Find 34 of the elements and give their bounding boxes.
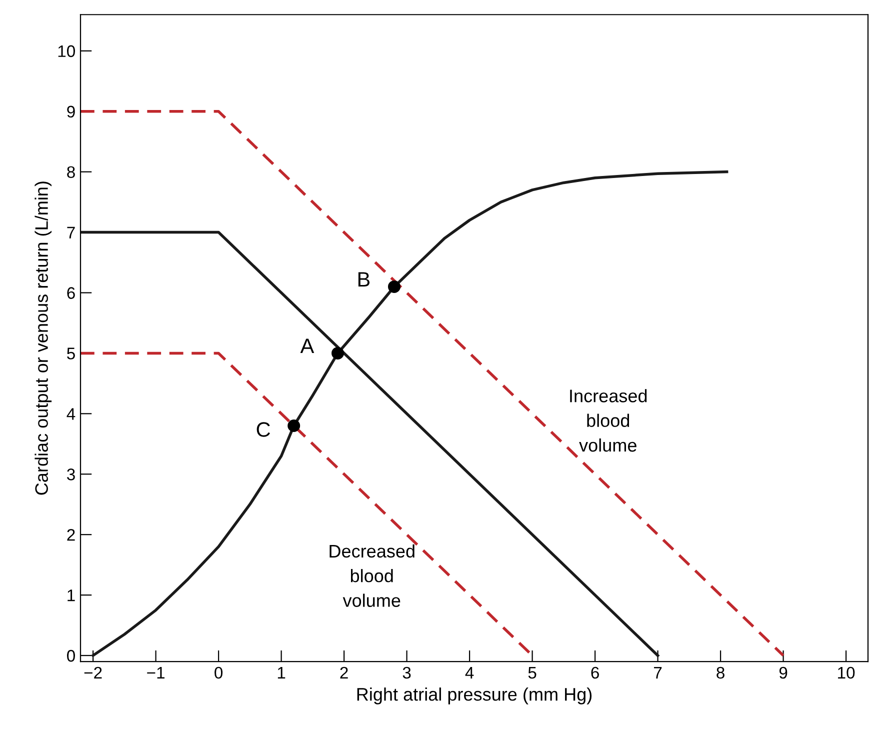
y-tick-label: 4 <box>66 408 76 420</box>
y-tick-label: 0 <box>67 650 75 662</box>
annotation: C <box>256 422 270 437</box>
x-tick-label: 7 <box>654 667 662 678</box>
annotation: B <box>358 272 370 287</box>
point <box>288 420 300 432</box>
x-tick-label: 5 <box>528 667 536 679</box>
x-tick-label: 9 <box>779 666 788 679</box>
x-tick-label: 2 <box>340 666 348 678</box>
y-tick-label: 1 <box>68 590 75 602</box>
annotation: Decreased blood volume <box>330 544 414 607</box>
x-tick-label: 4 <box>465 667 474 678</box>
y-tick-label: 9 <box>67 106 75 118</box>
y-tick-label: 10 <box>58 45 75 58</box>
x-tick-label: 8 <box>716 666 724 679</box>
annotation: A <box>300 338 314 354</box>
point <box>332 346 344 360</box>
x-tick-label: −1 <box>147 667 164 678</box>
point <box>388 280 400 293</box>
y-tick-label: 5 <box>67 348 75 360</box>
y-tick-label: 7 <box>67 226 75 238</box>
y-axis-title: Cardiac output or venous return (L/min) <box>34 182 52 495</box>
annotation: Increased blood volume <box>570 389 647 452</box>
x-tick-label: 0 <box>214 666 223 679</box>
y-tick-label: 6 <box>67 287 75 299</box>
y-tick-label: 3 <box>67 468 75 480</box>
x-tick-label: −2 <box>84 666 102 678</box>
x-tick-label: 10 <box>838 666 855 679</box>
x-tick-label: 3 <box>402 666 411 679</box>
x-tick-label: 1 <box>278 667 286 678</box>
y-tick-label: 8 <box>67 166 75 178</box>
y-tick-label: 2 <box>67 528 75 541</box>
x-axis-title: Right atrial pressure (mm Hg) <box>357 688 592 704</box>
x-tick-label: 6 <box>591 666 599 679</box>
